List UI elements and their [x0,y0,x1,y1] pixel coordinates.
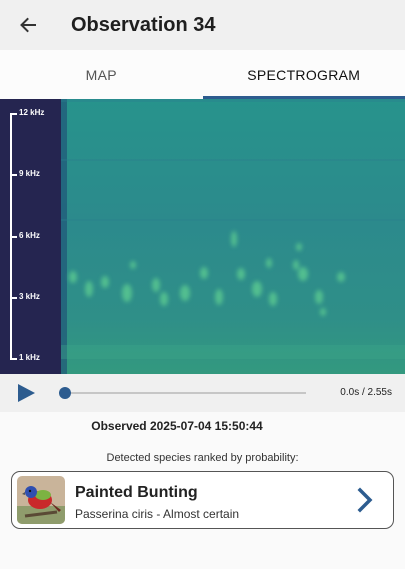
axis-tick [10,358,17,360]
axis-label-9khz: 9 kHz [19,169,40,178]
bird-photo [17,476,65,524]
observed-timestamp: Observed 2025-07-04 15:50:44 [91,419,263,433]
tab-bar: MAP SPECTROGRAM [0,50,405,99]
axis-label-12khz: 12 kHz [19,108,45,117]
axis-tick [10,236,17,238]
species-card[interactable]: Painted Bunting Passerina ciris - Almost… [11,471,394,529]
frequency-axis: 12 kHz 9 kHz 6 kHz 3 kHz 1 kHz [0,99,61,374]
axis-tick [10,297,17,299]
detected-heading: Detected species ranked by probability: [106,452,299,464]
axis-label-1khz: 1 kHz [19,353,40,362]
axis-tick [10,113,17,115]
chevron-right-icon[interactable] [355,486,375,514]
play-icon[interactable] [15,382,37,404]
page-title: Observation 34 [71,14,216,36]
tab-spectrogram[interactable]: SPECTROGRAM [202,50,405,99]
axis-label-6khz: 6 kHz [19,231,40,240]
axis-tick [10,174,17,176]
playback-time: 0.0s / 2.55s [340,387,392,398]
app-bar: Observation 34 [0,0,405,50]
tab-map[interactable]: MAP [85,66,117,83]
audio-player: 0.0s / 2.55s [0,374,405,412]
species-scientific-name: Passerina ciris - Almost certain [75,507,240,521]
back-button[interactable] [12,9,44,41]
axis-label-3khz: 3 kHz [19,292,40,301]
species-name: Painted Bunting [75,484,198,501]
slider-thumb[interactable] [59,387,71,399]
playback-slider[interactable] [65,392,306,394]
spectrogram-image [61,99,405,374]
arrow-left-icon [20,17,36,33]
spectrogram: 12 kHz 9 kHz 6 kHz 3 kHz 1 kHz [0,99,405,374]
